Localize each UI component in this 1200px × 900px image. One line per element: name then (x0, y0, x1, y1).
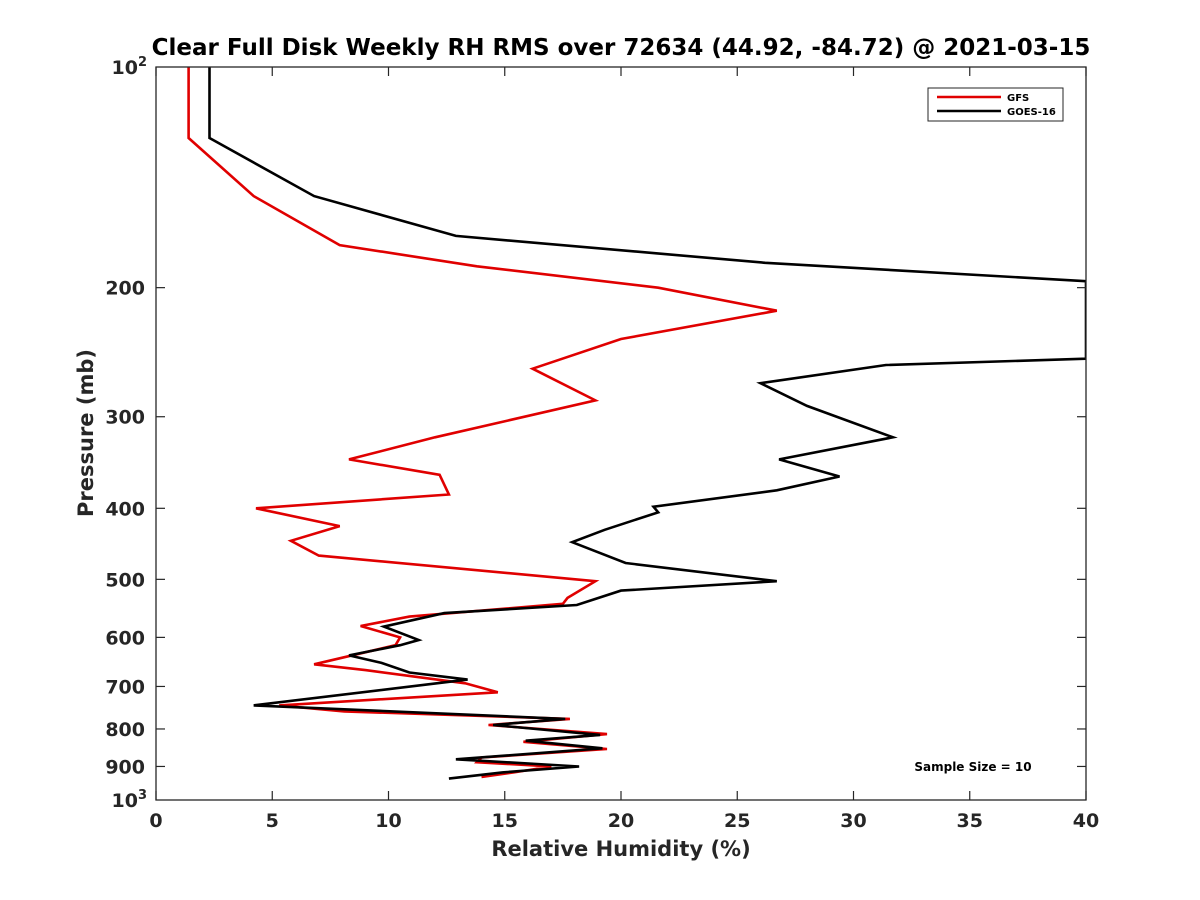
x-tick-label: 5 (266, 810, 279, 832)
plot-lines (187, 67, 1086, 780)
x-tick-label: 25 (724, 810, 750, 832)
y-axis-label: Pressure (mb) (74, 349, 98, 517)
x-axis-label: Relative Humidity (%) (491, 837, 750, 861)
y-tick-label: 200 (105, 278, 145, 300)
series-line-gfs (187, 67, 778, 779)
chart-title: Clear Full Disk Weekly RH RMS over 72634… (152, 35, 1091, 61)
y-tick-label: 700 (105, 676, 145, 698)
series-line-goes-16 (208, 67, 1086, 780)
x-tick-label: 0 (149, 810, 162, 832)
y-tick-label: 500 (105, 569, 145, 591)
legend: GFS GOES-16 (927, 87, 1064, 122)
legend-label-gfs: GFS (1007, 93, 1029, 104)
y-tick-label-power: 102 (112, 55, 148, 79)
legend-label-goes-16: GOES-16 (1007, 107, 1056, 118)
x-tick-label: 10 (375, 810, 401, 832)
axes-box (155, 66, 1087, 801)
x-tick-label: 20 (608, 810, 634, 832)
legend-box (927, 87, 1064, 122)
x-tick-label: 35 (957, 810, 983, 832)
sample-size-annotation: Sample Size = 10 (914, 760, 1031, 774)
y-tick-label: 900 (105, 756, 145, 778)
x-axis: 0 5 10 15 20 25 30 35 40 (149, 67, 1099, 832)
x-tick-label: 40 (1073, 810, 1099, 832)
y-tick-label: 300 (105, 407, 145, 429)
y-tick-label: 600 (105, 627, 145, 649)
x-tick-label: 15 (492, 810, 518, 832)
y-axis: 200 300 400 500 600 700 800 900 102 103 (105, 55, 1086, 812)
y-tick-label-power: 103 (112, 788, 148, 812)
y-tick-label: 800 (105, 719, 145, 741)
x-tick-label: 30 (840, 810, 866, 832)
y-tick-label: 400 (105, 498, 145, 520)
